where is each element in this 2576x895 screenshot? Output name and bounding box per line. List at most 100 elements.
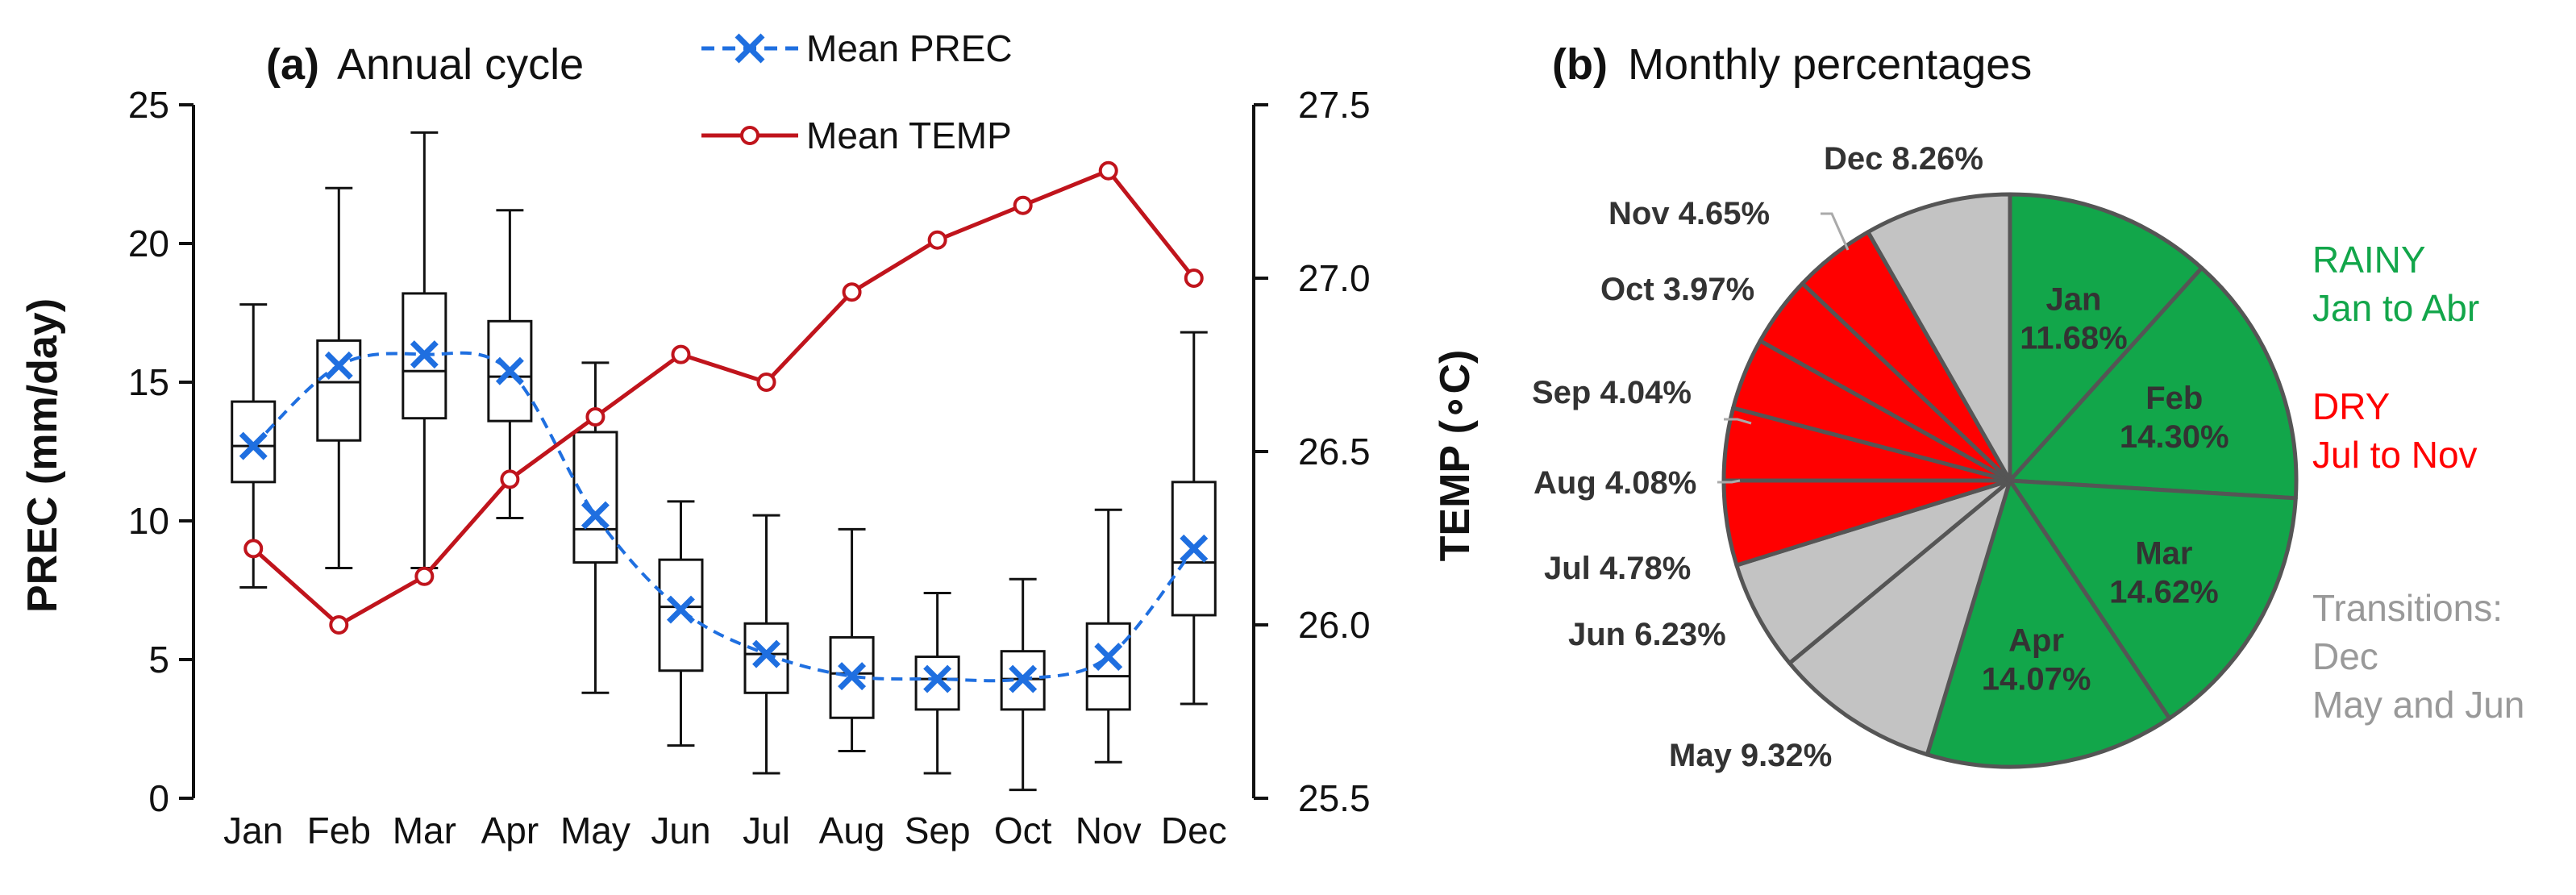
- panel-b-pie: Jan 11.68%Feb 14.30%Mar 14.62%Apr 14.07%May …: [1532, 141, 2299, 773]
- y2-tick-label: 26.0: [1298, 604, 1371, 646]
- y2-tick-label: 27.5: [1298, 84, 1371, 126]
- leader-line-aug: [1717, 479, 1741, 484]
- iqr-box: [658, 558, 704, 672]
- mean-prec-point-mar: [410, 340, 439, 369]
- x-tick-label: Jul: [743, 810, 790, 851]
- box-mar: [402, 131, 447, 569]
- panel-b-title-text: Monthly percentages: [1628, 40, 2032, 89]
- annotation-dry-line2: Jul to Nov: [2312, 434, 2478, 476]
- mean-prec-point-feb: [324, 351, 353, 380]
- x-tick-label: Jan: [223, 810, 283, 851]
- pie-label-month: Jan: [2045, 282, 2101, 318]
- pie-label-month: Apr: [2008, 623, 2064, 659]
- leader-line-nov: [1821, 212, 1850, 251]
- iqr-box: [402, 292, 447, 420]
- x-tick-label: May: [560, 810, 630, 851]
- season-annotations: RAINY Jan to Abr DRY Jul to Nov Transiti…: [2312, 239, 2524, 726]
- mean-temp-point-mar: [414, 566, 435, 586]
- box-may: [572, 361, 618, 694]
- annotation-transitions: Transitions: Dec May and Jun: [2312, 587, 2524, 726]
- x-tick-label: Feb: [307, 810, 371, 851]
- box-jun: [658, 500, 704, 747]
- iqr-box: [914, 656, 960, 711]
- pie-slice-jan: [2008, 192, 2204, 483]
- y-tick-label: 20: [128, 223, 169, 264]
- legend-prec-marker: [735, 33, 765, 64]
- pie-label-nov: Nov 4.65%: [1608, 196, 1770, 231]
- mean-prec-point-jan: [239, 431, 268, 460]
- mean-prec-line: [252, 351, 1196, 683]
- mean-temp-point-feb: [329, 615, 349, 635]
- mean-temp-point-aug: [842, 282, 862, 302]
- pie-label-feb: Feb 14.30%: [2120, 381, 2229, 455]
- legend: Mean PREC Mean TEMP: [701, 27, 1013, 156]
- pie-slice-feb: [2008, 265, 2299, 501]
- y-tick-label: 0: [148, 777, 169, 819]
- x-tick-label: Nov: [1076, 810, 1142, 851]
- iqr-box: [1085, 622, 1131, 711]
- pie-label-sep: Sep 4.04%: [1532, 375, 1692, 410]
- mean-temp-line: [252, 168, 1196, 628]
- mean-temp-point-may: [585, 407, 606, 427]
- panel-b-title: (b) Monthly percentages: [1552, 40, 2032, 89]
- iqr-box: [316, 339, 362, 442]
- box-oct: [1000, 577, 1046, 792]
- pie-label-apr: Apr 14.07%: [1982, 623, 2091, 697]
- pie-label-oct: Oct 3.97%: [1600, 272, 1754, 307]
- pie-label-jun: Jun 6.23%: [1568, 617, 1726, 652]
- mean-prec-point-jun: [667, 595, 695, 624]
- pie-label-jul: Jul 4.78%: [1544, 551, 1691, 586]
- annotation-dry-line1: DRY: [2312, 385, 2390, 427]
- mean-temp-point-jan: [243, 539, 264, 559]
- mean-prec-point-jul: [752, 639, 780, 668]
- box-jul: [743, 514, 789, 775]
- mean-prec-point-sep: [923, 664, 952, 693]
- pie-slice-apr: [1925, 478, 2172, 769]
- box-nov: [1085, 508, 1131, 764]
- x-tick-label: Aug: [819, 810, 885, 851]
- mean-temp-point-jul: [756, 373, 776, 392]
- y2-axis-label: TEMP (∘C): [1432, 350, 1479, 562]
- y-tick-label: 5: [148, 639, 169, 681]
- mean-prec-point-dec: [1180, 534, 1209, 563]
- y-tick-label: 25: [128, 84, 169, 126]
- pie-label-month: Mar: [2135, 536, 2192, 572]
- x-tick-label: Jun: [651, 810, 710, 851]
- pie-label-pct: 14.07%: [1982, 662, 2091, 697]
- iqr-box: [743, 622, 789, 694]
- mean-temp-point-oct: [1013, 195, 1033, 215]
- box-sep: [914, 591, 960, 775]
- pie-slice-mar: [2008, 478, 2298, 721]
- annotation-rainy-line2: Jan to Abr: [2312, 287, 2479, 329]
- pie-slice-may: [1787, 478, 2012, 757]
- mean-temp-point-sep: [927, 230, 947, 250]
- pie-label-may: May 9.32%: [1669, 738, 1832, 773]
- panel-a-title: (a) Annual cycle: [266, 40, 584, 89]
- x-tick-label: Oct: [994, 810, 1052, 851]
- y2-tick-label: 26.5: [1298, 431, 1371, 472]
- mean-prec-point-may: [581, 501, 610, 530]
- x-tick-label: Apr: [481, 810, 539, 851]
- x-tick-label: Dec: [1161, 810, 1227, 851]
- leader-line-sep: [1724, 418, 1752, 425]
- pie-label-pct: 11.68%: [2020, 321, 2127, 356]
- pie-label-month: Feb: [2145, 381, 2203, 416]
- annotation-transitions-line3: May and Jun: [2312, 684, 2524, 726]
- panel-a-plot: 0 5 10 15 20 25 25.5 26.0 26.5 27.0 27.5 Jan Feb Mar A…: [128, 84, 1371, 851]
- legend-temp-marker: [740, 126, 759, 145]
- pie-slice-jun: [1734, 478, 2012, 665]
- box-aug: [829, 527, 875, 753]
- annotation-transitions-line2: Dec: [2312, 635, 2378, 677]
- y2-tick-label: 27.0: [1298, 257, 1371, 299]
- pie-slice-dec: [1866, 192, 2012, 483]
- pie-label-aug: Aug 4.08%: [1534, 465, 1696, 501]
- box-jan: [231, 303, 277, 589]
- iqr-box: [231, 400, 277, 484]
- box-feb: [316, 186, 362, 569]
- y-axis-label: PREC (mm/day): [19, 298, 66, 613]
- x-tick-label: Mar: [393, 810, 456, 851]
- mean-temp-point-jun: [671, 344, 691, 364]
- mean-temp-point-nov: [1098, 160, 1118, 181]
- y-tick-label: 10: [128, 500, 169, 542]
